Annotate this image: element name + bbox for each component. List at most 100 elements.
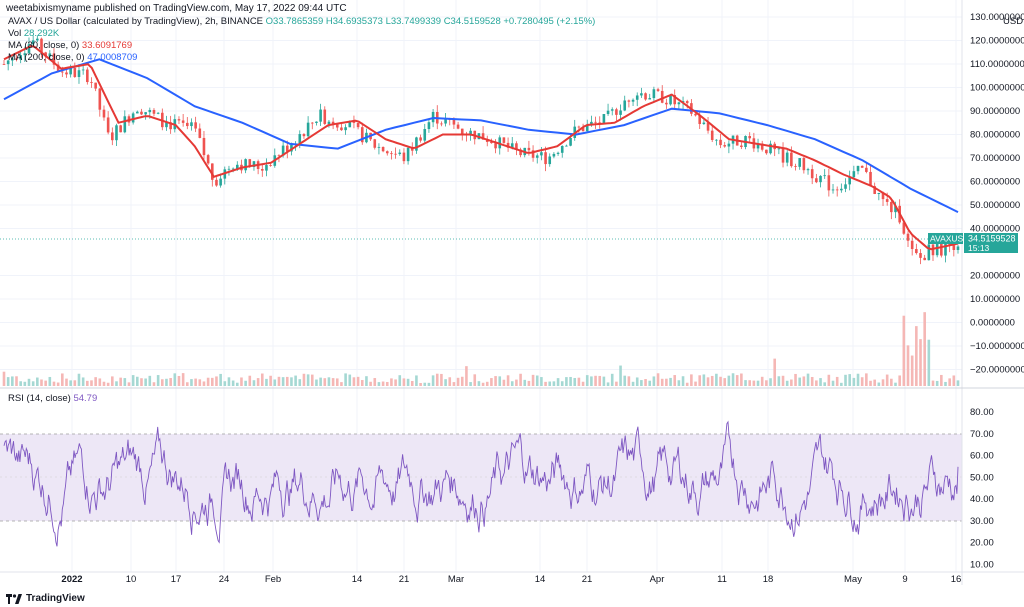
candle-body (706, 122, 710, 131)
candle-body (723, 145, 727, 147)
volume-bar (860, 377, 864, 386)
volume-bar (769, 378, 772, 386)
candle-body (802, 158, 806, 171)
ma30-line (3, 45, 959, 251)
ma30-legend[interactable]: MA (30, close, 0) 33.6091769 (8, 40, 132, 52)
volume-bar (715, 373, 718, 386)
symbol-legend[interactable]: AVAX / US Dollar (calculated by TradingV… (8, 16, 595, 28)
volume-bar (6, 377, 10, 386)
volume-bar (256, 378, 260, 386)
time-axis[interactable]: 2022 10 17 24 Feb 14 21 Mar 14 21 Apr 11 18 May 9 16 (61, 574, 961, 585)
volume-bar (227, 377, 231, 386)
volume-bar (631, 381, 635, 386)
candle-body (410, 147, 414, 151)
volume-bar (252, 380, 256, 386)
candle-body (406, 147, 410, 162)
volume-bar (435, 373, 439, 386)
time-tick-label: 16 (951, 574, 962, 585)
volume-bar (935, 380, 939, 386)
volume-bar (865, 373, 868, 386)
volume-bar (527, 380, 531, 386)
candle-body (44, 52, 47, 57)
volume-bar (198, 379, 202, 386)
candle-body (444, 119, 447, 124)
candle-body (306, 122, 310, 137)
candle-body (198, 128, 202, 138)
price-axis[interactable]: 130.0000000 120.0000000 110.0000000 100.000… (970, 12, 1024, 376)
volume-bar (302, 373, 306, 386)
volume-bar (619, 365, 622, 386)
footer[interactable]: TradingView (6, 593, 85, 604)
candle-body (52, 53, 56, 65)
candle-body (490, 141, 493, 144)
rsi-label: RSI (14, close) (8, 393, 71, 404)
candle-body (631, 99, 635, 102)
volume-bar (335, 378, 339, 386)
volume-bar (531, 374, 535, 386)
candle-body (111, 132, 114, 141)
volume-bar (477, 381, 481, 386)
volume-bar (723, 378, 727, 386)
rsi-legend[interactable]: RSI (14, close) 54.79 (8, 393, 97, 405)
volume-bar (69, 380, 72, 386)
candle-body (98, 88, 102, 110)
volume-bar (265, 378, 268, 386)
volume-bar (152, 382, 156, 386)
volume-legend[interactable]: Vol 28.292K (8, 28, 59, 40)
candle-body (40, 38, 43, 53)
volume-bar (848, 374, 851, 386)
price-tag: AVAXUSD 34.5159528 15:13 (928, 233, 1018, 253)
candle-body (727, 143, 731, 147)
price-tick-label: 130.0000000 (970, 12, 1024, 23)
rsi-line (3, 420, 959, 547)
volume-bar (569, 376, 572, 386)
volume-bar (735, 375, 739, 386)
volume-value: 28.292K (23, 28, 60, 39)
ma200-legend[interactable]: MA (200, close, 0) 47.0008709 (8, 52, 137, 64)
candle-body (831, 189, 835, 191)
volume-bar (102, 381, 106, 386)
candle-body (910, 240, 914, 250)
volume-bar (756, 380, 760, 386)
volume-bar (2, 371, 6, 386)
candle-body (669, 95, 672, 105)
volume-bar (731, 373, 735, 386)
candle-body (702, 122, 706, 125)
volume-bar (752, 380, 756, 386)
volume-bar (77, 373, 81, 386)
volume-bar (706, 377, 710, 386)
volume-bar (11, 376, 14, 386)
candle-body (131, 113, 135, 123)
volume-bar (748, 380, 752, 386)
volume-bar (573, 377, 577, 386)
volume-bar (852, 377, 856, 386)
rsi-axis[interactable]: 80.00 70.00 60.00 50.00 40.00 30.00 20.00 10.00 (970, 407, 994, 570)
candle-body (323, 109, 327, 124)
volume-bar (173, 373, 177, 386)
volume-bar (894, 382, 897, 386)
volume-bar (48, 376, 52, 386)
volume-bar (456, 377, 460, 386)
ma30-value: 33.6091769 (81, 40, 133, 51)
volume-bar (510, 381, 514, 386)
volume-bar (885, 374, 889, 386)
volume-bar (906, 345, 910, 386)
volume-bar (485, 381, 489, 386)
volume-bar (481, 382, 485, 386)
candle-body (919, 253, 922, 258)
candle-body (31, 40, 35, 45)
candle-body (327, 121, 331, 124)
candle-body (715, 139, 718, 141)
candle-body (252, 161, 256, 168)
candle-body (248, 159, 252, 168)
volume-bar (215, 376, 218, 386)
volume-bar (710, 375, 714, 386)
symbol-title: AVAX / US Dollar (calculated by TradingV… (8, 16, 264, 27)
candle-body (136, 111, 139, 114)
candle-body (269, 165, 272, 166)
candle-body (806, 169, 810, 171)
price-tick-label: 100.0000000 (970, 83, 1024, 94)
volume-bar (669, 377, 672, 386)
volume-bar (340, 382, 343, 386)
